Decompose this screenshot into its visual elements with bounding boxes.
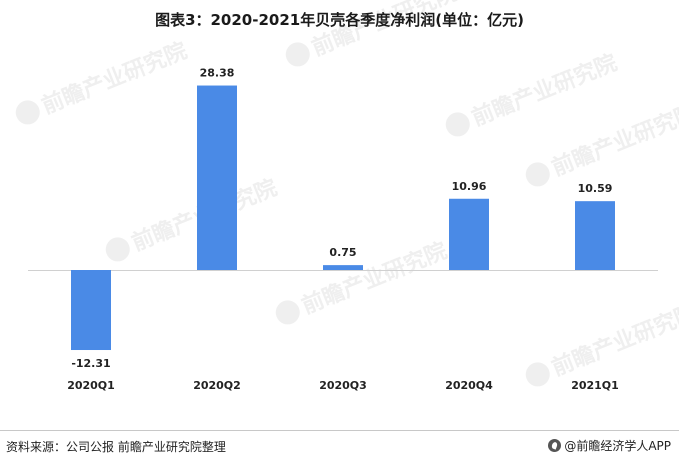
watermark-logo-icon: [525, 162, 550, 187]
brand-credit: @前瞻经济学人APP: [548, 437, 671, 454]
bar-chart: 前瞻产业研究院前瞻产业研究院前瞻产业研究院前瞻产业研究院前瞻产业研究院前瞻产业研…: [15, 0, 679, 392]
data-label-2020Q1: -12.31: [71, 357, 110, 370]
footer-divider: [0, 430, 679, 431]
data-label-2020Q2: 28.38: [200, 67, 235, 80]
watermark: 前瞻产业研究院: [285, 0, 461, 67]
bar-2020Q2: [197, 85, 237, 270]
watermark-logo-icon: [105, 237, 130, 262]
watermark: 前瞻产业研究院: [445, 50, 621, 137]
watermark: 前瞻产业研究院: [275, 238, 451, 325]
watermark-text: 前瞻产业研究院: [38, 38, 191, 120]
watermark-text: 前瞻产业研究院: [548, 100, 679, 182]
watermark: 前瞻产业研究院: [105, 175, 281, 262]
chart-title: 图表3：2020-2021年贝壳各季度净利润(单位：亿元): [155, 11, 524, 29]
category-label-2020Q1: 2020Q1: [67, 379, 115, 392]
category-label-2021Q1: 2021Q1: [571, 379, 619, 392]
data-label-2020Q3: 0.75: [329, 246, 356, 259]
bar-2020Q1: [71, 270, 111, 351]
brand-logo-icon: [548, 439, 562, 452]
bar-2020Q3: [323, 265, 363, 270]
category-label-2020Q3: 2020Q3: [319, 379, 367, 392]
watermark: 前瞻产业研究院: [525, 100, 679, 187]
data-label-2020Q4: 10.96: [452, 180, 487, 193]
watermark-logo-icon: [275, 300, 300, 325]
watermark-logo-icon: [285, 42, 310, 67]
category-label-2020Q4: 2020Q4: [445, 379, 493, 392]
watermark-text: 前瞻产业研究院: [468, 50, 621, 132]
watermark-logo-icon: [525, 362, 550, 387]
bar-2021Q1: [575, 201, 615, 270]
watermark: 前瞻产业研究院: [15, 38, 191, 125]
category-label-2020Q2: 2020Q2: [193, 379, 241, 392]
bars-layer: -12.31 2020Q1 28.38 2020Q2 0.75 2020Q3 10.96 20…: [67, 67, 619, 392]
brand-label: @前瞻经济学人APP: [564, 439, 671, 453]
watermark-text: 前瞻产业研究院: [308, 0, 461, 61]
data-label-2021Q1: 10.59: [578, 182, 613, 195]
watermark-text: 前瞻产业研究院: [548, 300, 679, 382]
watermark-text: 前瞻产业研究院: [298, 238, 451, 320]
watermark-logo-icon: [15, 100, 40, 125]
source-note: 资料来源：公司公报 前瞻产业研究院整理: [6, 440, 226, 454]
watermark-layer: 前瞻产业研究院前瞻产业研究院前瞻产业研究院前瞻产业研究院前瞻产业研究院前瞻产业研…: [15, 0, 679, 387]
bar-2020Q4: [449, 198, 489, 270]
watermark-logo-icon: [445, 112, 470, 137]
